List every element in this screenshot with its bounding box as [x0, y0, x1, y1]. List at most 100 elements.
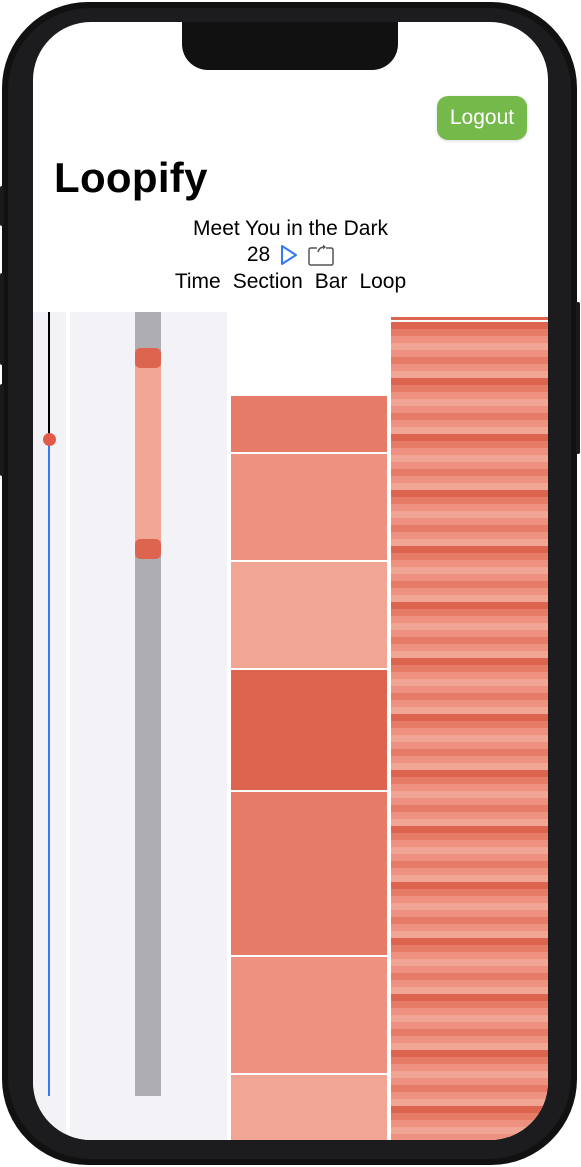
loop-stripe[interactable]: [391, 658, 548, 665]
section-column[interactable]: [70, 312, 227, 1140]
loop-stripe[interactable]: [391, 833, 548, 840]
time-column[interactable]: [33, 312, 66, 1140]
bar-block[interactable]: [231, 1075, 387, 1140]
loop-stripe[interactable]: [391, 896, 548, 903]
loop-stripe[interactable]: [391, 1071, 548, 1078]
loop-stripe[interactable]: [391, 322, 548, 329]
loop-stripe[interactable]: [391, 1085, 548, 1092]
loop-stripe[interactable]: [391, 868, 548, 875]
loop-stripe[interactable]: [391, 441, 548, 448]
loop-stripe[interactable]: [391, 784, 548, 791]
loop-stripe[interactable]: [391, 1015, 548, 1022]
section-start-handle[interactable]: [135, 348, 161, 368]
loop-stripe[interactable]: [391, 378, 548, 385]
loop-stripe[interactable]: [391, 749, 548, 756]
loop-stripe[interactable]: [391, 350, 548, 357]
loop-stripe[interactable]: [391, 1120, 548, 1127]
loop-stripe[interactable]: [391, 966, 548, 973]
bar-block[interactable]: [231, 454, 387, 560]
loop-stripe[interactable]: [391, 525, 548, 532]
loop-column[interactable]: [391, 317, 548, 1140]
loop-stripe[interactable]: [391, 609, 548, 616]
loop-stripe[interactable]: [391, 903, 548, 910]
loop-stripe[interactable]: [391, 931, 548, 938]
bar-block[interactable]: [231, 670, 387, 790]
bar-column[interactable]: [231, 312, 387, 1140]
loop-stripe[interactable]: [391, 364, 548, 371]
loop-stripe[interactable]: [391, 917, 548, 924]
loop-icon[interactable]: [308, 244, 334, 266]
loop-stripe[interactable]: [391, 973, 548, 980]
bar-block[interactable]: [231, 792, 387, 955]
loop-stripe[interactable]: [391, 371, 548, 378]
loop-stripe[interactable]: [391, 672, 548, 679]
loop-stripe[interactable]: [391, 448, 548, 455]
loop-stripe[interactable]: [391, 665, 548, 672]
loop-stripe[interactable]: [391, 980, 548, 987]
loop-stripe[interactable]: [391, 504, 548, 511]
loop-stripe[interactable]: [391, 644, 548, 651]
loop-stripe[interactable]: [391, 1050, 548, 1057]
loop-stripe[interactable]: [391, 1036, 548, 1043]
play-icon[interactable]: [279, 244, 299, 266]
loop-stripe[interactable]: [391, 1099, 548, 1106]
loop-stripe[interactable]: [391, 574, 548, 581]
loop-stripe[interactable]: [391, 1022, 548, 1029]
loop-stripe[interactable]: [391, 483, 548, 490]
loop-stripe[interactable]: [391, 1008, 548, 1015]
loop-stripe[interactable]: [391, 861, 548, 868]
loop-stripe[interactable]: [391, 728, 548, 735]
loop-stripe[interactable]: [391, 1043, 548, 1050]
loop-stripe[interactable]: [391, 490, 548, 497]
loop-stripe[interactable]: [391, 434, 548, 441]
loop-stripe[interactable]: [391, 707, 548, 714]
loop-stripe[interactable]: [391, 1057, 548, 1064]
loop-stripe[interactable]: [391, 329, 548, 336]
loop-stripe[interactable]: [391, 539, 548, 546]
loop-stripe[interactable]: [391, 693, 548, 700]
loop-stripe[interactable]: [391, 714, 548, 721]
bar-block[interactable]: [231, 396, 387, 452]
loop-stripe[interactable]: [391, 595, 548, 602]
loop-stripe[interactable]: [391, 994, 548, 1001]
loop-stripe[interactable]: [391, 1127, 548, 1134]
loop-stripe[interactable]: [391, 588, 548, 595]
loop-stripe[interactable]: [391, 798, 548, 805]
loop-stripe[interactable]: [391, 952, 548, 959]
loop-stripe[interactable]: [391, 679, 548, 686]
loop-stripe[interactable]: [391, 469, 548, 476]
loop-stripe[interactable]: [391, 560, 548, 567]
loop-stripe[interactable]: [391, 987, 548, 994]
loop-stripe[interactable]: [391, 959, 548, 966]
loop-stripe[interactable]: [391, 413, 548, 420]
loop-stripe[interactable]: [391, 840, 548, 847]
section-selected-range[interactable]: [135, 355, 161, 547]
loop-stripe[interactable]: [391, 889, 548, 896]
loop-stripe[interactable]: [391, 924, 548, 931]
loop-stripe[interactable]: [391, 686, 548, 693]
loop-stripe[interactable]: [391, 756, 548, 763]
loop-stripe[interactable]: [391, 399, 548, 406]
loop-stripe[interactable]: [391, 819, 548, 826]
loop-stripe[interactable]: [391, 546, 548, 553]
loop-stripe[interactable]: [391, 826, 548, 833]
loop-stripe[interactable]: [391, 812, 548, 819]
loop-stripe[interactable]: [391, 1029, 548, 1036]
section-end-handle[interactable]: [135, 539, 161, 559]
loop-stripe[interactable]: [391, 567, 548, 574]
loop-stripe[interactable]: [391, 770, 548, 777]
loop-stripe[interactable]: [391, 805, 548, 812]
loop-stripe[interactable]: [391, 392, 548, 399]
loop-stripe[interactable]: [391, 637, 548, 644]
loop-stripe[interactable]: [391, 910, 548, 917]
loop-stripe[interactable]: [391, 721, 548, 728]
loop-stripe[interactable]: [391, 497, 548, 504]
loop-stripe[interactable]: [391, 406, 548, 413]
loop-stripe[interactable]: [391, 336, 548, 343]
loop-stripe[interactable]: [391, 462, 548, 469]
loop-stripe[interactable]: [391, 616, 548, 623]
loop-stripe[interactable]: [391, 581, 548, 588]
loop-stripe[interactable]: [391, 317, 548, 320]
loop-stripe[interactable]: [391, 455, 548, 462]
logout-button[interactable]: Logout: [437, 96, 527, 140]
